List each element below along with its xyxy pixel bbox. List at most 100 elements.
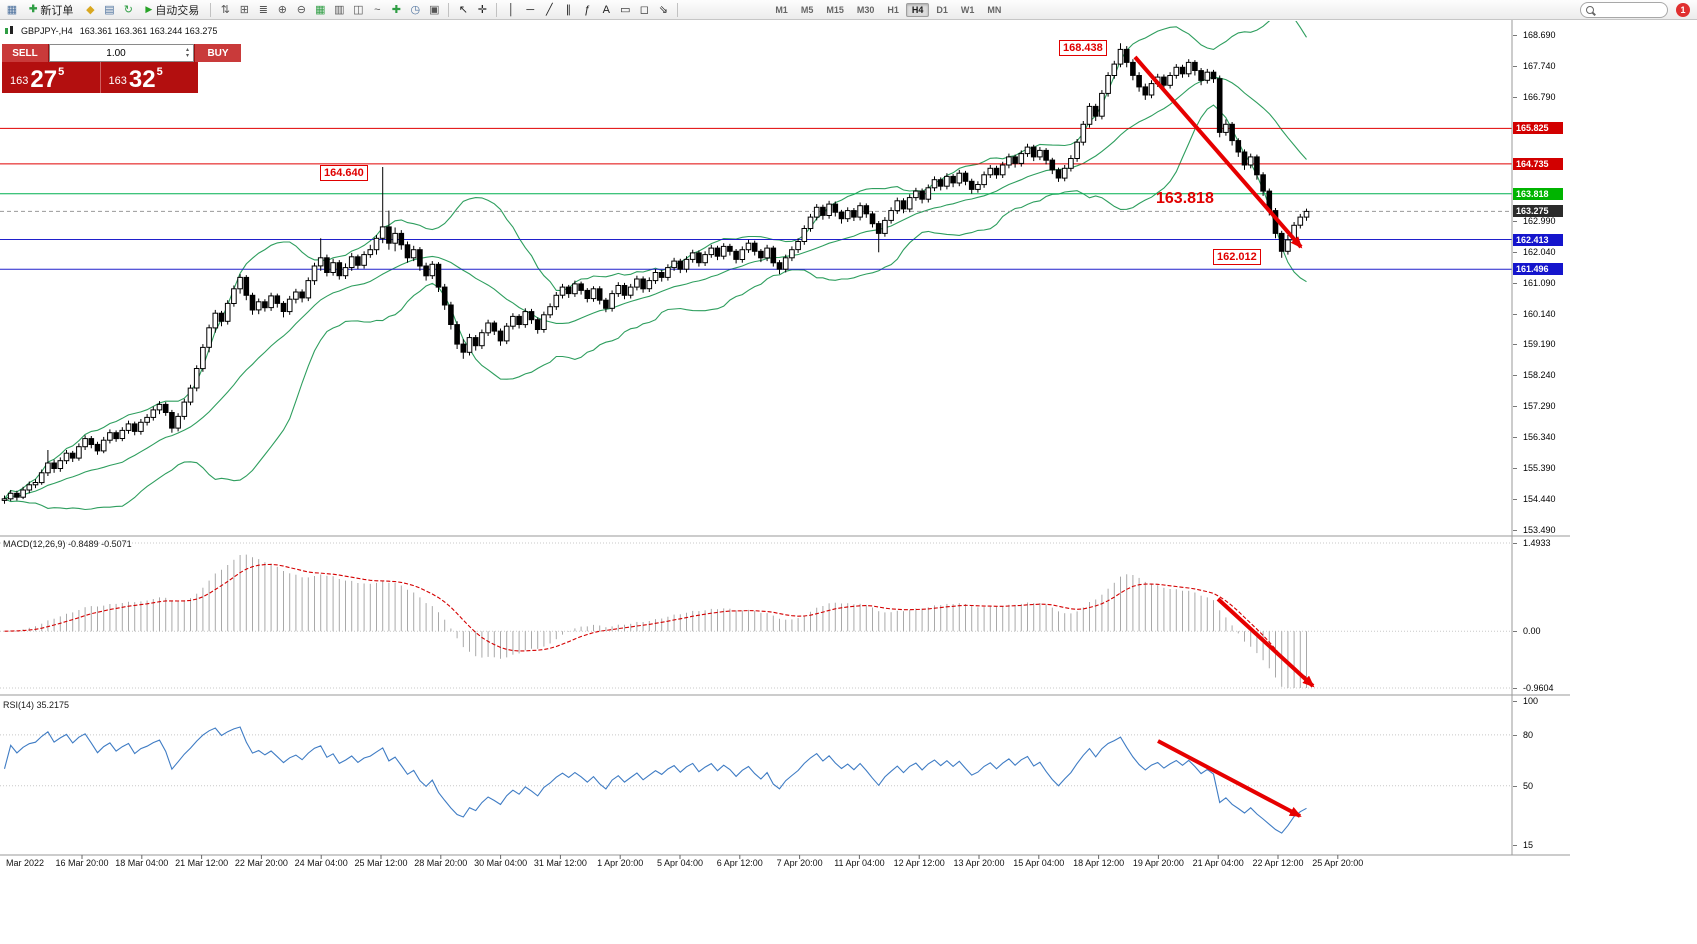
grid-icon[interactable]: ▦	[315, 4, 326, 16]
scale-label: 156.340	[1523, 432, 1556, 443]
buy-price-big: 32	[128, 65, 156, 93]
price-scale[interactable]: 165.825 164.735 163.818 163.275 162.413 161.4…	[1512, 0, 1602, 944]
scale-label: 159.190	[1523, 339, 1556, 350]
bar-chart-icon[interactable]: ▥	[334, 4, 345, 16]
new-chart-icon[interactable]: ▦	[6, 4, 18, 16]
scale-label: 157.290	[1523, 401, 1556, 412]
period-icon[interactable]: ◷	[410, 4, 421, 16]
template-icon[interactable]: ▣	[429, 4, 440, 16]
scale-label: 161.090	[1523, 277, 1556, 288]
candle-chart-icon[interactable]: ◫	[353, 4, 364, 16]
search-box[interactable]	[1580, 1, 1668, 18]
separators-layer	[0, 20, 1570, 856]
scale-tick	[1513, 845, 1517, 846]
tile-windows-icon[interactable]: ⊞	[239, 4, 249, 16]
timeframe-M5[interactable]: M5	[800, 4, 814, 15]
scale-label: 1.4933	[1523, 538, 1551, 548]
scale-label: 154.440	[1523, 494, 1556, 505]
scale-label: 80	[1523, 729, 1534, 740]
auto-trading-button[interactable]: ▶ 自动交易	[139, 2, 205, 18]
search-icon	[1586, 5, 1594, 14]
crosshair-icon[interactable]: ✛	[477, 4, 487, 16]
vertical-line-icon[interactable]: │	[507, 3, 515, 16]
chart-tools-group: ⇅ ⊞ ≣ ⊕ ⊖ ▦ ▥ ◫ ~ ✚ ◷ ▣	[216, 2, 443, 18]
data-window-icon[interactable]: ▤	[104, 4, 115, 16]
scale-tick	[1513, 631, 1517, 633]
notification-badge[interactable]: 1	[1676, 2, 1690, 17]
volume-input[interactable]	[50, 47, 182, 59]
new-order-label: 新订单	[40, 4, 74, 17]
volume-field[interactable]: ▴ ▾	[49, 44, 194, 62]
sell-price[interactable]: 163 27 5	[2, 62, 100, 93]
arrange-icon[interactable]: ≣	[258, 4, 268, 16]
sell-button[interactable]: SELL	[2, 44, 48, 62]
trade-panel-divider	[99, 62, 101, 93]
scale-label: 0.00	[1523, 626, 1541, 637]
bollinger-layer	[4, 21, 1307, 511]
trendline-icon[interactable]: ╱	[546, 4, 553, 16]
scale-label: 162.990	[1523, 215, 1556, 226]
scale-tick	[1513, 220, 1517, 222]
price-tag: 162.413	[1513, 233, 1563, 246]
scale-tick	[1513, 313, 1517, 315]
price-annotation[interactable]: 163.818	[1156, 190, 1214, 207]
search-input[interactable]	[1597, 3, 1653, 16]
cursor-icon[interactable]: ↖	[458, 4, 468, 16]
symbol-ohlc: 163.361 163.361 163.244 163.275	[79, 26, 218, 36]
timeframe-M1[interactable]: M1	[775, 4, 788, 15]
toolbar-separator	[496, 2, 498, 17]
scale-label: -0.9604	[1523, 683, 1554, 693]
navigator-icon[interactable]: ↻	[123, 4, 133, 16]
cascade-windows-icon[interactable]: ⇅	[220, 4, 230, 16]
profiles-icon[interactable]: ✚	[391, 4, 401, 16]
timeframe-buttons: M1 M5 M15 M30 H1 H4 D1 W1 MN	[769, 2, 1007, 17]
price-annotation[interactable]: 168.438	[1059, 40, 1107, 56]
volume-up-button[interactable]: ▴	[185, 47, 189, 53]
macd-layer	[0, 542, 1512, 689]
price-tag: 164.735	[1513, 157, 1563, 170]
channel-icon[interactable]: ∥	[565, 4, 572, 16]
timeframe-H4[interactable]: H4	[905, 2, 930, 17]
scale-tick	[1513, 375, 1517, 377]
timeframe-MN[interactable]: MN	[987, 4, 1002, 15]
price-tag: 161.496	[1513, 263, 1563, 276]
buy-button[interactable]: BUY	[195, 44, 241, 62]
text-icon[interactable]: A	[602, 3, 610, 16]
panels-group: ◆ ▤ ↻	[81, 2, 137, 18]
shapes-icon[interactable]: ◻	[639, 4, 649, 16]
line-chart-icon[interactable]: ~	[374, 3, 381, 16]
timeframe-M30[interactable]: M30	[856, 4, 875, 15]
scale-tick	[1513, 530, 1517, 532]
market-watch-icon[interactable]: ◆	[86, 4, 95, 16]
scale-label: 158.240	[1523, 370, 1556, 381]
main-toolbar: ▦ ✚ 新订单 ◆ ▤ ↻ ▶ 自动交易 ⇅ ⊞ ≣ ⊕ ⊖ ▦ ▥ ◫ ~ ✚ ◷ ▣ ↖ ✛ │ ─ ╱ ∥ ƒ…	[0, 0, 1697, 20]
arrows-icon[interactable]: ⇘	[658, 4, 668, 16]
toolbar-separator	[210, 2, 212, 17]
scale-tick	[1513, 35, 1517, 37]
timeframe-M15[interactable]: M15	[826, 4, 844, 15]
price-annotation[interactable]: 164.640	[320, 165, 368, 181]
timeframe-D1[interactable]: D1	[936, 4, 948, 15]
new-order-button[interactable]: ✚ 新订单	[23, 2, 79, 18]
zoom-in-icon[interactable]: ⊕	[277, 4, 287, 16]
timeframe-W1[interactable]: W1	[960, 4, 975, 15]
label-icon[interactable]: ▭	[620, 4, 631, 16]
zoom-out-icon[interactable]: ⊖	[296, 4, 306, 16]
timeframe-H1[interactable]: H1	[887, 4, 899, 15]
price-annotation[interactable]: 162.012	[1213, 249, 1261, 265]
fibonacci-icon[interactable]: ƒ	[584, 3, 591, 16]
toolbar-right: 1	[1580, 1, 1694, 18]
price-tag: 165.825	[1513, 122, 1563, 135]
scale-label: 50	[1523, 780, 1534, 791]
horizontal-line-icon[interactable]: ─	[526, 3, 535, 16]
cursor-group: ↖ ✛	[454, 2, 491, 18]
scale-tick	[1513, 499, 1517, 501]
volume-spinner[interactable]: ▴ ▾	[182, 47, 193, 59]
buy-price[interactable]: 163 32 5	[101, 62, 199, 93]
one-click-trading-panel: SELL ▴ ▾ BUY 163 27 5 163 32 5	[2, 44, 241, 93]
buy-price-sup: 5	[156, 66, 163, 78]
volume-down-button[interactable]: ▾	[185, 53, 189, 59]
toolbar-separator	[677, 2, 679, 17]
